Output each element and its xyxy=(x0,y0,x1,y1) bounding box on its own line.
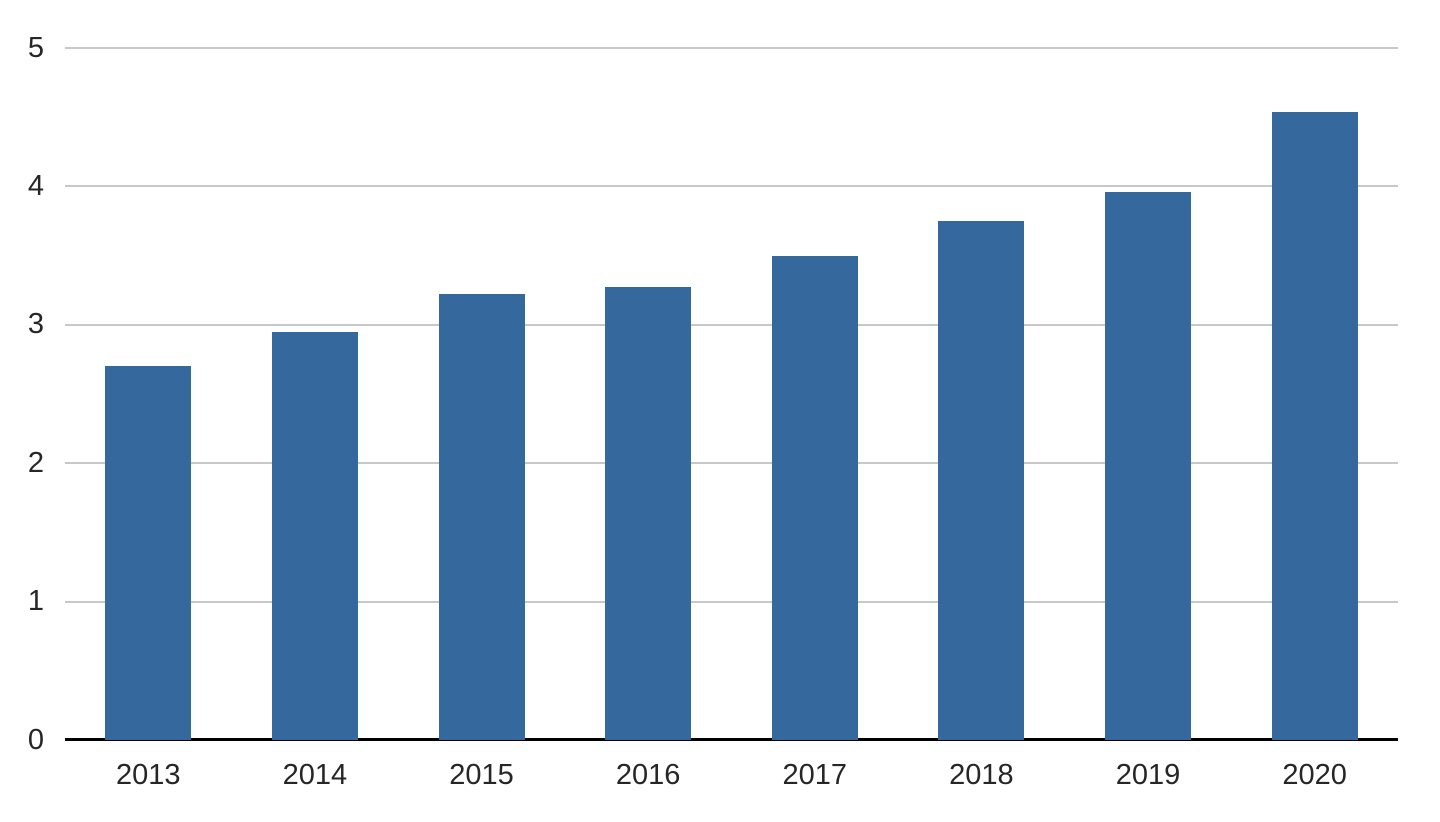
bar-2017 xyxy=(771,255,858,740)
y-axis-tick-label: 3 xyxy=(27,308,44,341)
x-axis-tick-label: 2019 xyxy=(1115,759,1181,791)
x-axis-tick-label: 2015 xyxy=(449,759,514,791)
x-axis-tick-label: 2014 xyxy=(282,759,348,791)
y-axis-tick-label: 1 xyxy=(27,585,44,618)
x-axis-tick-label: 2016 xyxy=(615,759,681,791)
gridline-y-5 xyxy=(65,47,1398,49)
gridline-y-3 xyxy=(65,323,1398,326)
bar-2018 xyxy=(938,221,1025,740)
x-axis-tick-label: 2013 xyxy=(116,759,181,791)
bar-2013 xyxy=(105,366,192,740)
gridline-y-1 xyxy=(65,600,1398,603)
bar-2015 xyxy=(438,294,525,740)
x-axis-tick-label: 2018 xyxy=(949,759,1014,791)
gridline-y-2 xyxy=(65,462,1398,465)
bar-2019 xyxy=(1105,191,1192,740)
x-axis-tick-label: 2017 xyxy=(782,759,848,791)
bar-2020 xyxy=(1271,111,1358,740)
y-axis-tick-label: 5 xyxy=(27,31,44,64)
y-axis-tick-label: 2 xyxy=(27,446,44,479)
y-axis-tick-label: 4 xyxy=(27,169,44,202)
bar-2014 xyxy=(271,331,358,740)
x-axis-tick-label: 2020 xyxy=(1282,759,1347,791)
bar-2016 xyxy=(605,287,692,740)
gridline-y-4 xyxy=(65,185,1398,188)
x-axis-line xyxy=(65,738,1398,741)
y-axis-tick-label: 0 xyxy=(27,723,44,756)
